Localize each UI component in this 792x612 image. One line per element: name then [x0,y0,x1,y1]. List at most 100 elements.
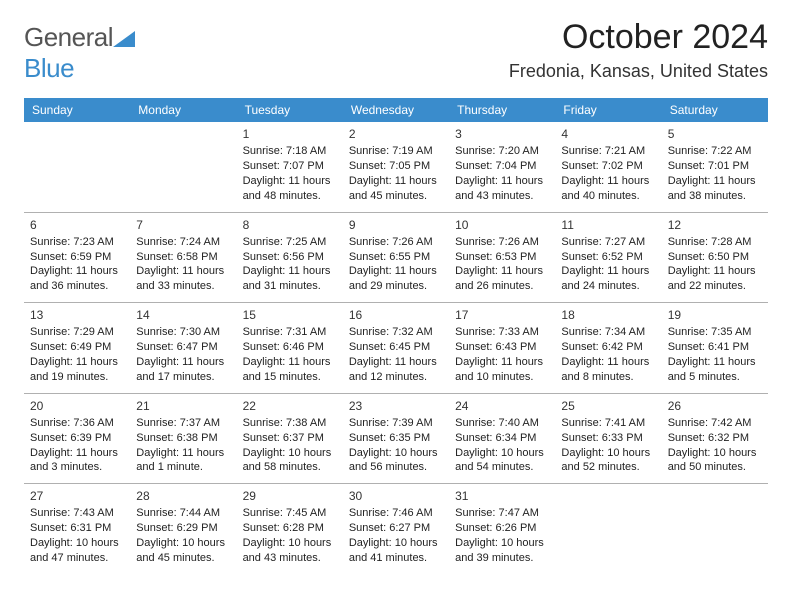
calendar-day: 4Sunrise: 7:21 AMSunset: 7:02 PMDaylight… [555,122,661,212]
calendar-day: 8Sunrise: 7:25 AMSunset: 6:56 PMDaylight… [237,212,343,303]
sunrise-text: Sunrise: 7:33 AM [455,325,549,340]
calendar-day: 12Sunrise: 7:28 AMSunset: 6:50 PMDayligh… [662,212,768,303]
logo-text-blue: Blue [24,53,74,83]
daylight-line2: and 24 minutes. [561,279,655,294]
sunrise-text: Sunrise: 7:32 AM [349,325,443,340]
daylight-line1: Daylight: 11 hours [668,174,762,189]
daylight-line1: Daylight: 11 hours [455,174,549,189]
sunset-text: Sunset: 7:04 PM [455,159,549,174]
daylight-line2: and 36 minutes. [30,279,124,294]
calendar-table: SundayMondayTuesdayWednesdayThursdayFrid… [24,98,768,574]
sunset-text: Sunset: 7:07 PM [243,159,337,174]
weekday-header: Saturday [662,98,768,122]
daylight-line2: and 50 minutes. [668,460,762,475]
daylight-line2: and 26 minutes. [455,279,549,294]
day-number: 1 [243,126,337,142]
calendar-day: 1Sunrise: 7:18 AMSunset: 7:07 PMDaylight… [237,122,343,212]
sunset-text: Sunset: 6:50 PM [668,250,762,265]
weekday-header: Wednesday [343,98,449,122]
sunrise-text: Sunrise: 7:29 AM [30,325,124,340]
calendar-day: 31Sunrise: 7:47 AMSunset: 6:26 PMDayligh… [449,484,555,574]
day-number: 23 [349,398,443,414]
calendar-day: 10Sunrise: 7:26 AMSunset: 6:53 PMDayligh… [449,212,555,303]
weekday-header: Thursday [449,98,555,122]
sunset-text: Sunset: 6:35 PM [349,431,443,446]
day-number: 22 [243,398,337,414]
daylight-line1: Daylight: 11 hours [136,264,230,279]
logo-text: GeneralBlue [24,22,135,84]
day-number: 6 [30,217,124,233]
weekday-header: Sunday [24,98,130,122]
sunrise-text: Sunrise: 7:31 AM [243,325,337,340]
calendar-day: 20Sunrise: 7:36 AMSunset: 6:39 PMDayligh… [24,393,130,484]
sunrise-text: Sunrise: 7:23 AM [30,235,124,250]
sunset-text: Sunset: 6:38 PM [136,431,230,446]
day-number: 9 [349,217,443,233]
sunset-text: Sunset: 7:05 PM [349,159,443,174]
sunrise-text: Sunrise: 7:39 AM [349,416,443,431]
sunrise-text: Sunrise: 7:34 AM [561,325,655,340]
sunrise-text: Sunrise: 7:41 AM [561,416,655,431]
calendar-week: 20Sunrise: 7:36 AMSunset: 6:39 PMDayligh… [24,393,768,484]
day-number: 21 [136,398,230,414]
calendar-day: 25Sunrise: 7:41 AMSunset: 6:33 PMDayligh… [555,393,661,484]
sunset-text: Sunset: 6:47 PM [136,340,230,355]
day-number: 4 [561,126,655,142]
day-number: 8 [243,217,337,233]
sunset-text: Sunset: 6:33 PM [561,431,655,446]
calendar-day: 16Sunrise: 7:32 AMSunset: 6:45 PMDayligh… [343,303,449,394]
calendar-day: 24Sunrise: 7:40 AMSunset: 6:34 PMDayligh… [449,393,555,484]
calendar-day: 19Sunrise: 7:35 AMSunset: 6:41 PMDayligh… [662,303,768,394]
sunrise-text: Sunrise: 7:18 AM [243,144,337,159]
header: GeneralBlue October 2024 Fredonia, Kansa… [24,18,768,84]
daylight-line2: and 45 minutes. [136,551,230,566]
day-number: 29 [243,488,337,504]
sunset-text: Sunset: 6:29 PM [136,521,230,536]
day-number: 18 [561,307,655,323]
sunset-text: Sunset: 6:39 PM [30,431,124,446]
day-number: 3 [455,126,549,142]
logo: GeneralBlue [24,18,135,84]
calendar-day: 3 Sunrise: 7:20 AMSunset: 7:04 PMDaylight… [449,122,555,212]
daylight-line1: Daylight: 10 hours [243,446,337,461]
calendar-day: 15Sunrise: 7:31 AMSunset: 6:46 PMDayligh… [237,303,343,394]
sunset-text: Sunset: 6:53 PM [455,250,549,265]
sunset-text: Sunset: 6:34 PM [455,431,549,446]
calendar-week: 6Sunrise: 7:23 AMSunset: 6:59 PMDaylight… [24,212,768,303]
calendar-day: 11Sunrise: 7:27 AMSunset: 6:52 PMDayligh… [555,212,661,303]
daylight-line2: and 48 minutes. [243,189,337,204]
sunset-text: Sunset: 6:42 PM [561,340,655,355]
sunrise-text: Sunrise: 7:43 AM [30,506,124,521]
daylight-line1: Daylight: 10 hours [349,536,443,551]
daylight-line2: and 5 minutes. [668,370,762,385]
day-number: 17 [455,307,549,323]
daylight-line2: and 33 minutes. [136,279,230,294]
daylight-line2: and 52 minutes. [561,460,655,475]
logo-triangle-icon [113,31,135,47]
day-number: 5 [668,126,762,142]
calendar-week: 27Sunrise: 7:43 AMSunset: 6:31 PMDayligh… [24,484,768,574]
sunrise-text: Sunrise: 7:20 AM [455,144,549,159]
sunrise-text: Sunrise: 7:26 AM [455,235,549,250]
sunset-text: Sunset: 6:45 PM [349,340,443,355]
sunrise-text: Sunrise: 7:37 AM [136,416,230,431]
daylight-line2: and 17 minutes. [136,370,230,385]
calendar-day-empty [24,122,130,212]
sunrise-text: Sunrise: 7:28 AM [668,235,762,250]
daylight-line1: Daylight: 11 hours [668,355,762,370]
title-block: October 2024 Fredonia, Kansas, United St… [509,18,768,82]
logo-text-gray: General [24,22,113,52]
daylight-line1: Daylight: 11 hours [349,264,443,279]
daylight-line2: and 19 minutes. [30,370,124,385]
daylight-line1: Daylight: 11 hours [561,264,655,279]
weekday-header: Monday [130,98,236,122]
day-number: 14 [136,307,230,323]
sunset-text: Sunset: 6:26 PM [455,521,549,536]
day-number: 13 [30,307,124,323]
sunset-text: Sunset: 7:01 PM [668,159,762,174]
sunset-text: Sunset: 6:52 PM [561,250,655,265]
calendar-day: 30Sunrise: 7:46 AMSunset: 6:27 PMDayligh… [343,484,449,574]
day-number: 24 [455,398,549,414]
sunset-text: Sunset: 6:55 PM [349,250,443,265]
daylight-line2: and 15 minutes. [243,370,337,385]
